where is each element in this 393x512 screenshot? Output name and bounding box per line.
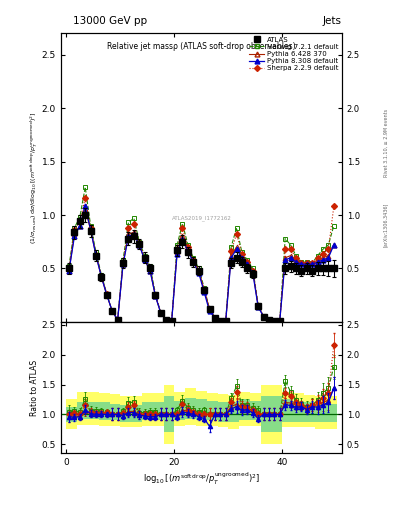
Text: ATLAS2019_I1772162: ATLAS2019_I1772162 — [171, 215, 231, 221]
Text: Jets: Jets — [323, 15, 342, 26]
Y-axis label: Ratio to ATLAS: Ratio to ATLAS — [30, 359, 39, 416]
Text: [arXiv:1306.3436]: [arXiv:1306.3436] — [384, 203, 388, 247]
Text: Rivet 3.1.10, ≥ 2.9M events: Rivet 3.1.10, ≥ 2.9M events — [384, 109, 388, 178]
Legend: ATLAS, Herwig 7.2.1 default, Pythia 6.428 370, Pythia 8.308 default, Sherpa 2.2.: ATLAS, Herwig 7.2.1 default, Pythia 6.42… — [248, 35, 340, 73]
X-axis label: $\log_{10}[(m^{\mathrm{soft\,drop}}/p_T^{\mathrm{ungroomed}})^2]$: $\log_{10}[(m^{\mathrm{soft\,drop}}/p_T^… — [143, 471, 260, 487]
Y-axis label: $(1/\sigma_\mathrm{resum})\ \mathrm{d}\sigma/\mathrm{d}\log_{10}[(m^{\mathrm{sof: $(1/\sigma_\mathrm{resum})\ \mathrm{d}\s… — [29, 111, 40, 244]
Text: Relative jet massρ (ATLAS soft-drop observables): Relative jet massρ (ATLAS soft-drop obse… — [107, 42, 296, 51]
Text: 13000 GeV pp: 13000 GeV pp — [73, 15, 147, 26]
